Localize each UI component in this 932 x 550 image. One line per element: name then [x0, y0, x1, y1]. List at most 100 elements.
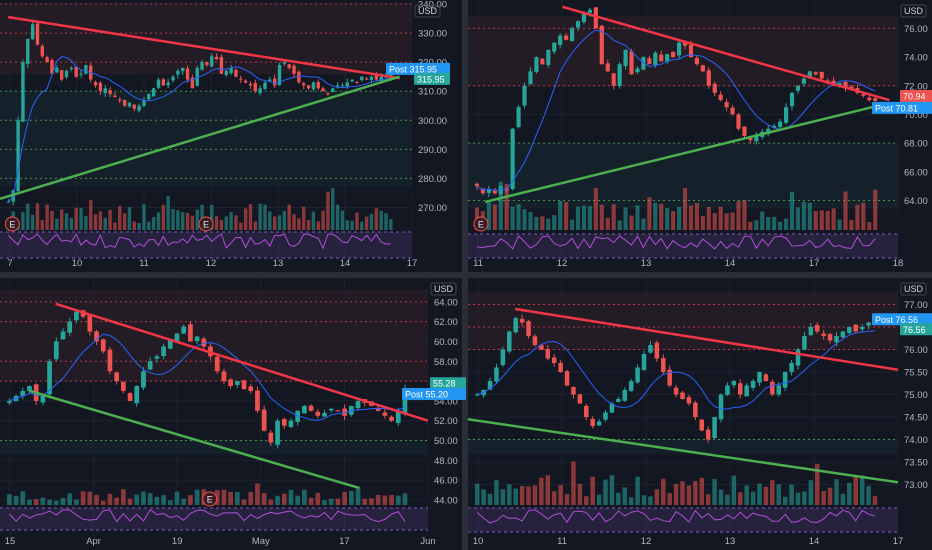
volume-bar [813, 210, 818, 230]
price-badge-label: 55.28 [433, 379, 456, 389]
volume-bar [243, 208, 248, 230]
support-trendline [484, 101, 890, 204]
volume-bar [287, 204, 291, 230]
volume-bar [742, 200, 747, 230]
candle-body [258, 88, 262, 94]
candle-body [617, 64, 622, 86]
volume-bar [281, 493, 287, 505]
volume-bar [487, 493, 493, 505]
volume-bar [782, 496, 788, 505]
candle-body [263, 82, 267, 90]
candle-body [603, 412, 608, 420]
candle-body [853, 324, 858, 332]
candle-body [808, 327, 814, 336]
price-tick-label: 48.00 [434, 456, 458, 467]
time-tick-label: Apr [86, 536, 101, 547]
candle-body [134, 386, 140, 404]
candle-body [545, 349, 551, 359]
candle-body [201, 338, 207, 347]
volume-bar [137, 223, 141, 230]
volume-bar [219, 219, 224, 230]
earnings-marker-icon [4, 216, 20, 232]
candle-body [277, 65, 282, 86]
volume-bar [147, 221, 151, 230]
volume-bar [142, 204, 146, 230]
candle-body [194, 336, 200, 342]
volume-bar [214, 216, 219, 230]
currency-box [414, 4, 441, 18]
candle-body [74, 311, 79, 321]
volume-bar [321, 210, 325, 230]
price-badge [430, 377, 466, 390]
volume-bar [725, 494, 730, 505]
rsi-band [468, 508, 898, 532]
volume-bar [676, 206, 682, 230]
volume-bar [847, 482, 852, 505]
price-tick-label: 280.00 [418, 174, 447, 185]
volume-bar [564, 202, 569, 230]
volume-bar [161, 495, 166, 505]
horizontal-divider [0, 272, 932, 278]
volume-bar [174, 491, 180, 505]
volume-bar [185, 213, 190, 230]
time-tick-label: 17 [407, 258, 418, 269]
candle-body [326, 93, 330, 95]
volume-bar [302, 206, 306, 230]
candle-body [546, 49, 551, 66]
support-trendline [29, 389, 360, 490]
resistance-trendline [55, 302, 428, 422]
price-tick-label: 76.00 [904, 24, 928, 35]
candle-body [648, 345, 653, 353]
volume-bar [682, 188, 688, 230]
candle-body [64, 70, 69, 78]
chart-panel-2: E 76.00 74.00 72.00 70.00 68.00 66.00 64.00 USD 1… [468, 0, 932, 269]
volume-bar [539, 477, 544, 505]
candle-body [673, 387, 679, 395]
candle-body [629, 51, 634, 75]
candle-body [328, 408, 334, 411]
price-tick-label: 77.00 [904, 300, 928, 311]
volume-bar [859, 475, 865, 505]
earnings-marker-label: E [207, 495, 213, 505]
resistance-trendline [515, 307, 898, 371]
candle-body [127, 102, 132, 107]
price-tick-label: 60.00 [434, 337, 458, 348]
volume-bar [731, 475, 737, 505]
candle-body [166, 82, 170, 86]
price-tick-label: 73.50 [904, 458, 928, 469]
volume-bar [587, 206, 592, 230]
volume-bar [277, 215, 282, 230]
candle-body [154, 356, 160, 359]
candle-body [60, 331, 66, 340]
candle-body [712, 83, 717, 93]
volume-bar [593, 188, 598, 230]
volume-bar [272, 216, 277, 230]
candle-body [623, 49, 628, 67]
volume-bar [540, 216, 545, 230]
volume-bar [340, 210, 345, 230]
time-tick-label: 17 [809, 258, 820, 269]
volume-bar [355, 488, 361, 505]
volume-bar [7, 494, 12, 505]
plot-area [468, 278, 898, 536]
candle-body [382, 412, 388, 416]
price-tick-label: 310.00 [418, 87, 447, 98]
currency-box [900, 4, 927, 18]
candle-body [763, 374, 769, 381]
candle-body [593, 7, 598, 29]
candle-body [770, 381, 775, 395]
candle-body [815, 325, 820, 332]
volume-bar [306, 220, 311, 230]
candle-body [40, 46, 45, 57]
volume-bar [770, 480, 775, 505]
volume-bar [13, 495, 19, 505]
candle-body [688, 44, 694, 58]
candle-body [302, 83, 306, 86]
candle-body [297, 71, 301, 83]
volume-bar [873, 189, 878, 230]
volume-bar [590, 476, 595, 505]
volume-bar [228, 491, 233, 505]
price-badge-label: Post 55.20 [405, 390, 448, 400]
volume-bar [60, 497, 66, 505]
